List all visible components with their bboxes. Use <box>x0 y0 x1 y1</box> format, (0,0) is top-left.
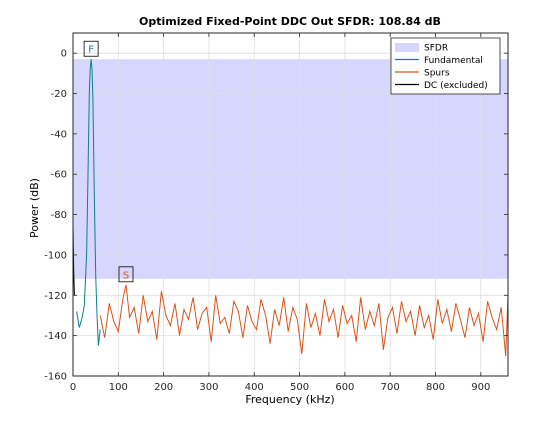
legend-swatch <box>395 43 419 52</box>
marker-label: F <box>88 45 94 56</box>
y-tick-label: -160 <box>44 372 67 383</box>
x-tick-label: 0 <box>70 382 76 393</box>
y-tick-label: -100 <box>44 250 67 261</box>
legend: SFDR Fundamental Spurs DC (excluded) <box>390 37 501 95</box>
legend-entry-label: SFDR <box>424 44 448 54</box>
marker-box <box>83 40 99 57</box>
spurs-line <box>99 284 508 356</box>
y-tick-label: -120 <box>44 291 67 302</box>
y-tick-label: -80 <box>51 210 67 221</box>
axes-box <box>72 32 509 377</box>
legend-entry-label: Spurs <box>424 69 450 79</box>
marker-label: S <box>123 270 129 281</box>
x-tick-label: 300 <box>199 382 218 393</box>
y-tick-label: -40 <box>51 129 67 140</box>
x-tick-label: 900 <box>471 382 490 393</box>
x-tick-label: 800 <box>426 382 445 393</box>
y-axis-label: Power (dB) <box>28 178 41 238</box>
y-tick-label: 0 <box>61 49 67 60</box>
x-tick-label: 100 <box>109 382 128 393</box>
x-axis-label: Frequency (kHz) <box>245 393 334 406</box>
x-tick-label: 700 <box>381 382 400 393</box>
marker-f: F <box>83 40 99 57</box>
legend-entry-label: Fundamental <box>424 56 483 66</box>
marker-s: S <box>118 266 134 283</box>
plot-area: 0 100 200 300 400 500 600 700 800 900 0 -20 -40 -60 -8… <box>44 32 509 393</box>
x-tick-label: 400 <box>245 382 264 393</box>
legend-entry-label: DC (excluded) <box>424 81 488 91</box>
chart-title: Optimized Fixed-Point DDC Out SFDR: 108.… <box>139 15 441 28</box>
y-tick-label: -60 <box>51 170 67 181</box>
marker-box <box>118 266 134 283</box>
x-tick-label: 200 <box>154 382 173 393</box>
y-tick-label: -140 <box>44 331 67 342</box>
fundamental-line <box>76 59 101 346</box>
y-tick-label: -20 <box>51 89 67 100</box>
x-tick-label: 500 <box>290 382 309 393</box>
x-tick-label: 600 <box>335 382 354 393</box>
